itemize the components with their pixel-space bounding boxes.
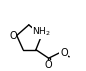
Text: O: O — [60, 48, 68, 58]
Text: O: O — [45, 60, 52, 70]
Text: O: O — [9, 31, 17, 40]
Text: NH$_2$: NH$_2$ — [32, 26, 51, 38]
